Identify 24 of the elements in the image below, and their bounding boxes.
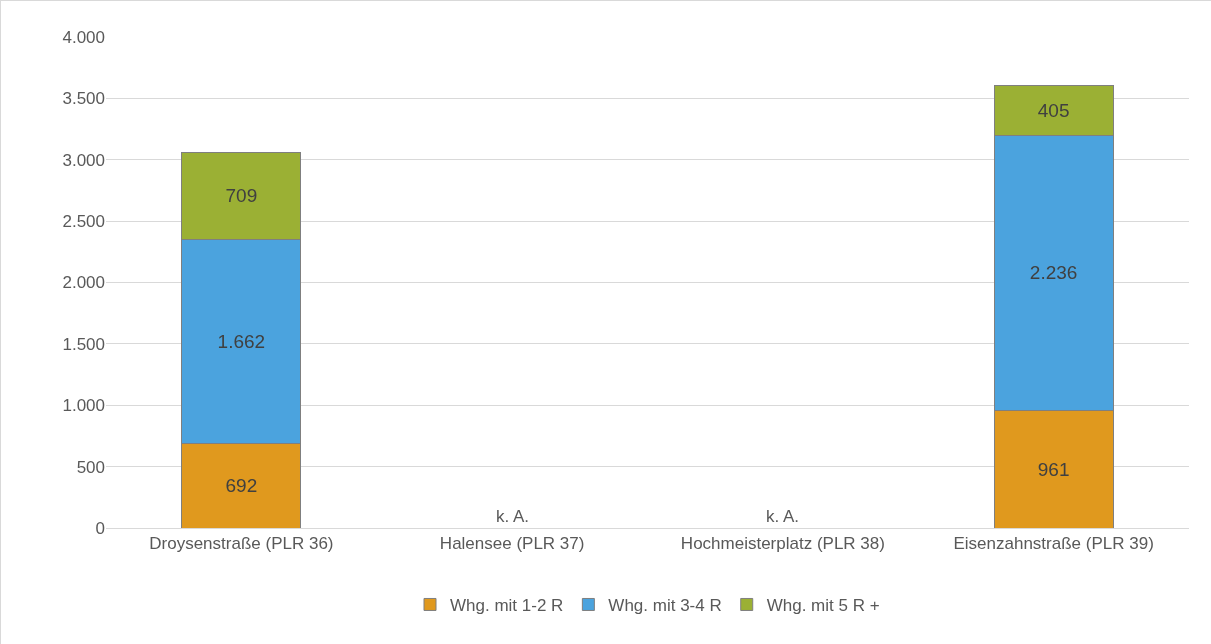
data-label: 2.236 bbox=[1029, 262, 1078, 284]
y-tick-label: 500 bbox=[76, 457, 105, 477]
legend-label: Whg. mit 3-4 R bbox=[608, 596, 722, 616]
y-tick-label: 2.000 bbox=[62, 273, 105, 293]
legend-label: Whg. mit 5 R + bbox=[766, 596, 880, 616]
x-tick-label: Hochmeisterplatz (PLR 38) bbox=[680, 534, 885, 554]
annotation: k. A. bbox=[766, 507, 800, 526]
y-tick-label: 1.500 bbox=[62, 334, 105, 354]
y-tick-label: 1.000 bbox=[62, 396, 105, 416]
x-tick-label: Halensee (PLR 37) bbox=[439, 534, 585, 554]
data-label: 961 bbox=[1037, 458, 1070, 480]
y-tick-label: 4.000 bbox=[62, 27, 105, 47]
data-label: 405 bbox=[1037, 100, 1070, 122]
legend-label: Whg. mit 1-2 R bbox=[450, 596, 564, 616]
y-tick-label: 2.500 bbox=[62, 212, 105, 232]
y-tick-label: 0 bbox=[95, 518, 105, 538]
data-label: 709 bbox=[225, 185, 258, 207]
data-label: 692 bbox=[225, 475, 258, 497]
annotation: k. A. bbox=[496, 507, 530, 526]
y-tick-label: 3.000 bbox=[62, 150, 105, 170]
x-tick-label: Eisenzahnstraße (PLR 39) bbox=[953, 534, 1154, 554]
data-label: 1.662 bbox=[217, 330, 266, 352]
x-tick-label: Droysenstraße (PLR 36) bbox=[149, 534, 334, 554]
y-tick-label: 3.500 bbox=[62, 89, 105, 109]
